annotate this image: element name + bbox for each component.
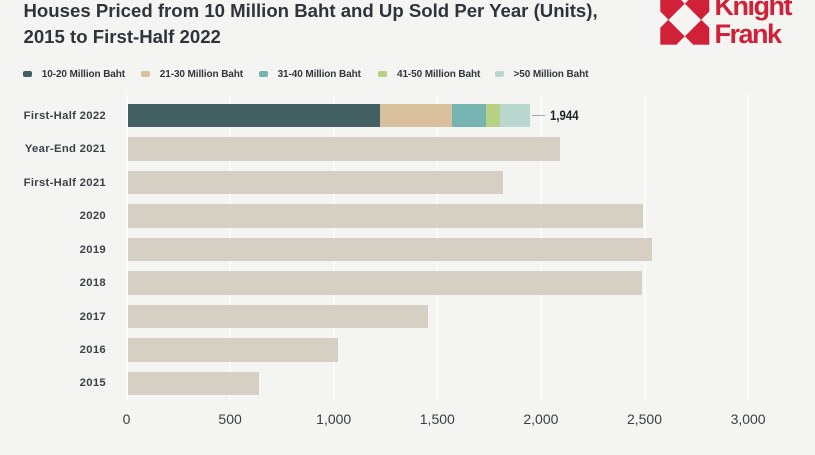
svg-text:Frank: Frank [715, 19, 784, 49]
svg-text:Knight: Knight [715, 0, 793, 21]
